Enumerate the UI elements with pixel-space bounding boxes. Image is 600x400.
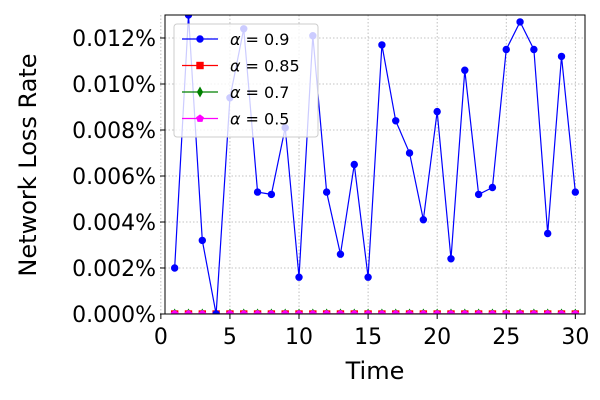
data-point [336, 309, 345, 314]
y-tick-label: 0.002% [72, 257, 156, 282]
data-point [295, 273, 303, 281]
x-tick-label: 20 [423, 325, 451, 350]
legend-value: = 0.7 [246, 83, 290, 102]
data-point [571, 188, 580, 196]
data-point [170, 309, 179, 314]
data-point [474, 309, 483, 314]
data-point [239, 309, 248, 314]
data-point [502, 45, 510, 54]
x-axis-title: Time [345, 357, 405, 385]
legend-greek: α [230, 110, 241, 129]
plot-frame [164, 14, 586, 315]
data-point [474, 190, 483, 199]
y-tick-label: 0.000% [72, 303, 156, 328]
data-point [350, 309, 359, 314]
data-point [557, 309, 566, 314]
data-point [377, 309, 386, 314]
data-point [419, 309, 428, 314]
legend-item: α = 0.5 [182, 110, 289, 129]
data-point [170, 264, 179, 272]
legend-value: = 0.85 [246, 57, 300, 76]
data-point [405, 149, 414, 157]
data-point [253, 309, 262, 314]
y-tick-label: 0.012% [72, 27, 156, 52]
legend-label: α = 0.9 [230, 30, 289, 49]
legend-item: α = 0.85 [182, 57, 300, 76]
data-point [196, 61, 204, 70]
data-point [571, 309, 580, 314]
legend-greek: α [230, 57, 241, 76]
data-point [364, 273, 372, 281]
data-point [350, 160, 358, 169]
x-tick-label: 5 [223, 325, 237, 350]
data-point [488, 183, 497, 192]
x-axis: 0 5 10 15 20 25 30 [154, 314, 589, 350]
data-point [488, 309, 497, 314]
data-point [198, 236, 207, 245]
y-tick-label: 0.004% [72, 211, 156, 236]
legend-greek: α [230, 83, 241, 102]
data-point [322, 188, 331, 196]
data-point [281, 309, 290, 314]
data-point [433, 107, 441, 116]
legend-item: α = 0.9 [182, 30, 289, 49]
data-point [267, 190, 276, 199]
data-point [184, 309, 193, 314]
data-point [502, 309, 511, 314]
data-point [253, 188, 262, 196]
data-point [392, 117, 400, 125]
data-point [196, 114, 204, 122]
x-tick-label: 15 [354, 325, 382, 350]
x-tick-label: 10 [285, 325, 313, 350]
data-point [530, 45, 538, 54]
x-tick-label: 0 [154, 325, 168, 350]
data-point [267, 309, 276, 314]
data-point [460, 309, 469, 314]
data-point [461, 66, 469, 74]
legend: α = 0.9 α = 0.85 α = 0.7 α = 0.5 [173, 23, 319, 138]
data-point [198, 309, 207, 314]
legend-greek: α [230, 30, 241, 49]
data-point [378, 41, 386, 49]
data-point [391, 309, 400, 314]
data-point [447, 255, 455, 263]
legend-label: α = 0.85 [230, 57, 300, 76]
x-tick-label: 25 [492, 325, 520, 350]
data-point [196, 35, 204, 43]
data-point [405, 309, 414, 314]
data-point [295, 309, 303, 314]
y-tick-label: 0.010% [72, 73, 156, 98]
data-point [308, 309, 317, 314]
data-point [322, 309, 331, 314]
data-point [336, 250, 345, 258]
x-tick-label: 30 [561, 325, 589, 350]
data-point [516, 18, 524, 26]
y-axis: 0.000% 0.002% 0.004% 0.006% 0.008% 0.010% 0.01… [72, 27, 165, 328]
legend-label: α = 0.5 [230, 110, 289, 129]
data-point [364, 309, 373, 314]
y-axis-title: Network Loss Rate [14, 53, 42, 276]
data-point [543, 309, 552, 314]
y-tick-label: 0.008% [72, 119, 156, 144]
data-point [557, 52, 566, 61]
data-point [226, 309, 234, 314]
series-3 [170, 309, 580, 314]
data-point [543, 229, 552, 238]
data-point [529, 309, 538, 314]
data-point [419, 216, 428, 224]
legend-label: α = 0.7 [230, 83, 289, 102]
data-point [196, 86, 204, 98]
data-point [516, 309, 524, 314]
legend-value: = 0.5 [246, 110, 290, 129]
legend-item: α = 0.7 [182, 83, 289, 102]
data-point [433, 309, 442, 314]
legend-value: = 0.9 [246, 30, 290, 49]
y-tick-label: 0.006% [72, 165, 156, 190]
legend-box [173, 23, 319, 138]
data-point [447, 309, 455, 314]
